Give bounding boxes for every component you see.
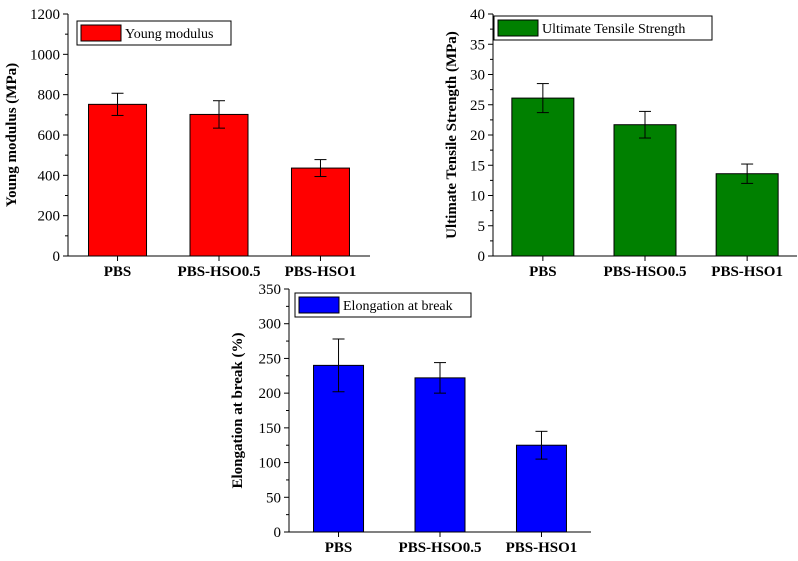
y-tick-label: 30 xyxy=(470,68,485,84)
y-tick-label: 0 xyxy=(53,249,61,265)
chart-3: PBS PBS-HSO0.5 PBS-HSO1 0 50 100 150 200 250 300 3… xyxy=(230,282,591,556)
y-tick-label: 0 xyxy=(274,525,282,541)
x-tick-label: PBS xyxy=(325,540,353,556)
bar-pbs-hso0-5 xyxy=(189,113,249,257)
y-tick-label: 1000 xyxy=(30,47,60,63)
error-bar xyxy=(434,362,446,394)
y-tick-label: 5 xyxy=(478,219,486,235)
error-bar xyxy=(639,110,651,139)
x-tick-label: PBS-HSO1 xyxy=(506,540,578,556)
y-tick-label: 800 xyxy=(38,88,61,104)
y-tick-label: 1200 xyxy=(30,7,60,23)
y-tick-label: 200 xyxy=(38,209,61,225)
y-tick-label: 100 xyxy=(259,456,282,472)
chart-2: PBS PBS-HSO0.5 PBS-HSO1 0 5 10 15 20 25 30 35 40 Ult… xyxy=(444,7,797,280)
y-tick-label: 150 xyxy=(259,421,282,437)
bar-pbs xyxy=(313,364,365,533)
y-tick-label: 15 xyxy=(470,158,485,174)
legend-label: Young modulus xyxy=(125,27,213,42)
x-tick-label: PBS-HSO1 xyxy=(285,264,357,280)
x-tick-label: PBS-HSO0.5 xyxy=(178,264,261,280)
legend-swatch xyxy=(298,296,340,314)
legend-swatch xyxy=(497,19,539,37)
y-tick-label: 10 xyxy=(470,189,485,205)
y-axis-label: Elongation at break (%) xyxy=(230,333,246,489)
legend: Ultimate Tensile Strength xyxy=(493,15,713,41)
legend: Elongation at break xyxy=(294,292,472,318)
chart-1: PBS PBS-HSO0.5 PBS-HSO1 0 200 400 600 800 1000 12… xyxy=(4,7,370,280)
bar-pbs-hso0-5 xyxy=(414,377,466,533)
y-tick-label: 50 xyxy=(266,490,281,506)
legend: Young modulus xyxy=(76,20,232,46)
y-tick-label: 600 xyxy=(38,128,61,144)
error-bar xyxy=(535,430,548,460)
error-bar xyxy=(741,163,754,184)
bar-pbs-hso1 xyxy=(290,167,350,257)
y-tick-label: 25 xyxy=(470,98,485,114)
y-tick-label: 40 xyxy=(470,7,485,23)
x-tick-label: PBS xyxy=(104,264,132,280)
error-bar xyxy=(332,338,345,393)
bar-pbs-hso1 xyxy=(715,173,779,257)
x-tick-label: PBS xyxy=(529,264,557,280)
legend-label: Elongation at break xyxy=(343,299,453,314)
y-tick-label: 0 xyxy=(478,249,486,265)
y-axis-label: Young modulus (MPa) xyxy=(4,63,20,207)
bar-pbs xyxy=(88,103,148,257)
y-tick-label: 200 xyxy=(259,386,282,402)
y-tick-label: 350 xyxy=(259,282,282,298)
x-tick-label: PBS-HSO1 xyxy=(711,264,783,280)
error-bar xyxy=(536,83,549,114)
legend-label: Ultimate Tensile Strength xyxy=(542,22,685,37)
y-tick-label: 20 xyxy=(470,128,485,144)
y-tick-label: 300 xyxy=(259,317,282,333)
y-axis-label: Ultimate Tensile Strength (MPa) xyxy=(444,31,460,239)
error-bar xyxy=(314,159,327,178)
error-bar xyxy=(213,100,225,129)
bar-pbs xyxy=(511,97,575,257)
legend-swatch xyxy=(80,24,122,42)
y-tick-label: 250 xyxy=(259,351,282,367)
error-bar xyxy=(111,92,124,116)
bar-pbs-hso1 xyxy=(515,444,567,533)
y-tick-label: 400 xyxy=(38,168,61,184)
x-tick-label: PBS-HSO0.5 xyxy=(399,540,482,556)
bar-pbs-hso0-5 xyxy=(613,124,677,257)
x-tick-label: PBS-HSO0.5 xyxy=(604,264,687,280)
y-tick-label: 35 xyxy=(470,37,485,53)
